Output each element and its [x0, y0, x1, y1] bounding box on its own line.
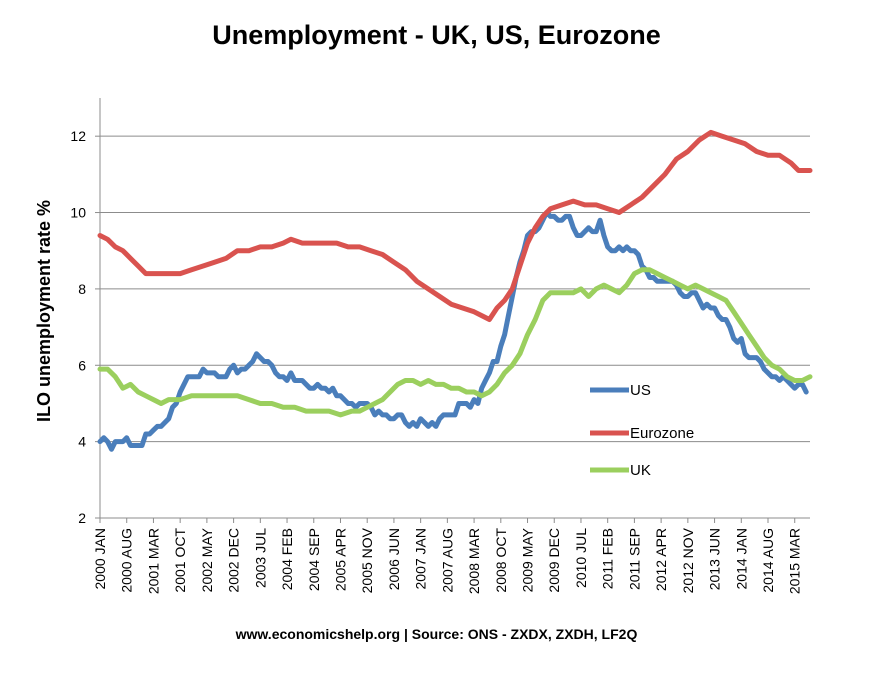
legend-label-us: US — [630, 382, 651, 399]
x-tick-label: 2000 AUG — [119, 528, 135, 593]
y-tick-label: 4 — [78, 434, 86, 450]
chart-title: Unemployment - UK, US, Eurozone — [212, 20, 661, 50]
legend: US Eurozone UK — [590, 382, 694, 479]
x-tick-label: 2013 JUN — [707, 528, 723, 590]
x-tick-label: 2010 JUL — [573, 528, 589, 588]
y-tick-label: 8 — [78, 281, 86, 297]
series-lines — [97, 129, 813, 452]
series-line-eurozone — [97, 129, 813, 322]
x-tick-label: 2015 MAR — [787, 528, 803, 594]
x-tick-label: 2011 SEP — [626, 528, 642, 590]
y-tick-label: 2 — [78, 510, 86, 526]
x-tick-label: 2008 OCT — [493, 528, 509, 593]
x-tick-label: 2014 AUG — [760, 528, 776, 593]
x-tick-label: 2014 JAN — [733, 528, 749, 589]
x-tick-label: 2003 JUL — [252, 528, 268, 588]
x-tick-label: 2005 APR — [332, 528, 348, 591]
x-tick-label: 2002 DEC — [226, 528, 242, 593]
y-tick-labels: 2 4 6 8 10 12 — [70, 128, 86, 526]
source-note: www.economicshelp.org | Source: ONS - ZX… — [235, 626, 638, 642]
x-tick-labels: 2000 JAN 2000 AUG 2001 MAR 2001 OCT 2002 MAY… — [92, 527, 803, 594]
x-tick-label: 2005 NOV — [359, 527, 375, 593]
x-tick-label: 2002 MAY — [199, 527, 215, 592]
x-tick-label: 2012 NOV — [680, 527, 696, 593]
x-tick-label: 2012 APR — [653, 528, 669, 591]
x-tick-label: 2000 JAN — [92, 528, 108, 589]
y-tick-label: 6 — [78, 357, 86, 373]
x-tick-label: 2008 MAR — [466, 528, 482, 594]
x-tick-label: 2007 AUG — [439, 528, 455, 593]
x-tick-label: 2007 JAN — [413, 528, 429, 589]
x-tick-label: 2009 DEC — [546, 528, 562, 593]
x-tick-label: 2004 SEP — [306, 528, 322, 591]
series-line-us — [97, 210, 809, 452]
axes — [95, 98, 810, 523]
x-tick-label: 2001 OCT — [172, 528, 188, 593]
series-line-uk — [97, 267, 813, 418]
y-tick-label: 10 — [70, 205, 86, 221]
x-tick-label: 2009 MAY — [520, 527, 536, 592]
y-tick-label: 12 — [70, 128, 86, 144]
legend-label-uk: UK — [630, 462, 651, 479]
y-axis-title: ILO unemployment rate % — [34, 200, 54, 422]
x-tick-label: 2011 FEB — [600, 528, 616, 589]
legend-label-eurozone: Eurozone — [630, 425, 694, 442]
x-tick-label: 2006 JUN — [386, 528, 402, 590]
x-tick-label: 2001 MAR — [145, 528, 161, 594]
x-tick-label: 2004 FEB — [279, 528, 295, 590]
